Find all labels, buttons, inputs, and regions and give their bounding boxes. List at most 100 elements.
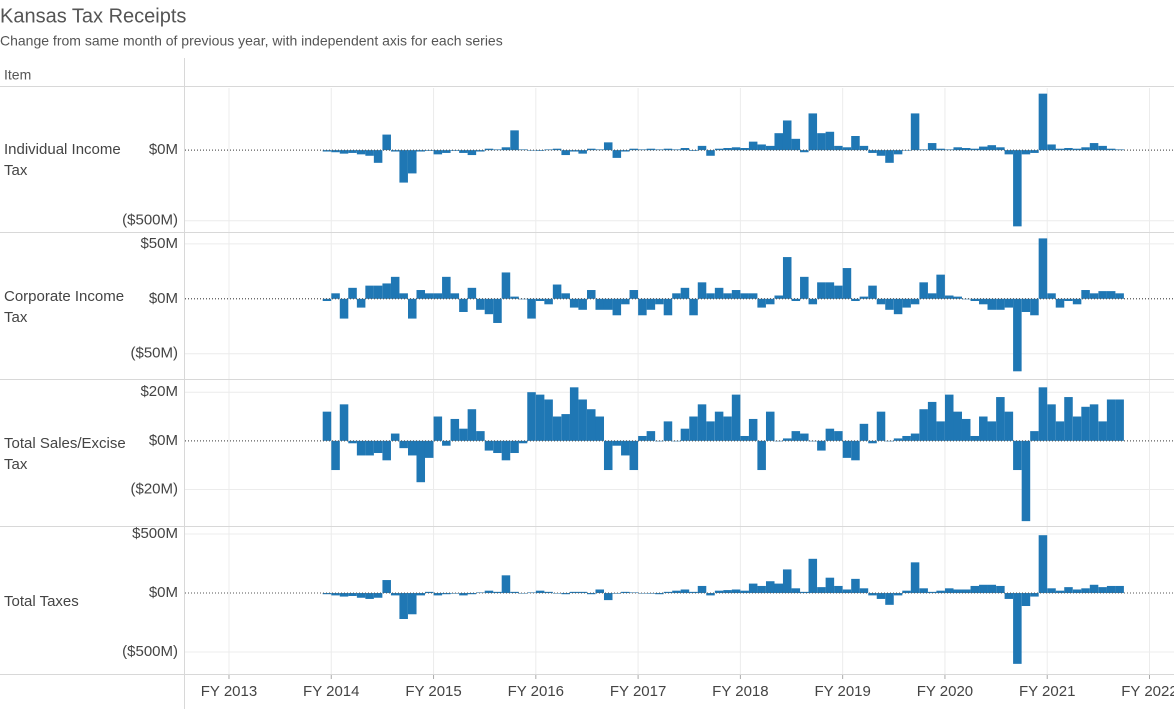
bar — [1055, 298, 1065, 308]
bar — [936, 274, 945, 299]
y-tick-label: $0M — [149, 141, 178, 158]
bar — [433, 593, 443, 596]
bar — [927, 293, 937, 299]
bar — [450, 418, 460, 441]
bar — [876, 150, 886, 156]
bar — [876, 411, 886, 441]
bar — [731, 394, 741, 441]
bar — [1013, 150, 1022, 227]
bar — [356, 593, 366, 598]
bar — [527, 392, 536, 441]
bar — [501, 272, 511, 299]
bar — [1038, 93, 1048, 151]
bar — [979, 298, 988, 305]
bar — [672, 590, 681, 594]
bar — [782, 257, 792, 299]
bar — [365, 440, 374, 456]
bar — [1013, 298, 1022, 372]
bar — [774, 295, 783, 299]
bar — [714, 148, 724, 151]
bar — [800, 591, 809, 594]
bar — [740, 435, 749, 441]
bar — [1072, 589, 1082, 594]
bar — [356, 440, 366, 456]
bar — [493, 440, 502, 454]
bar — [552, 148, 562, 151]
bar — [544, 399, 553, 441]
bar — [501, 575, 511, 594]
bar — [621, 298, 630, 305]
bar — [1030, 593, 1039, 597]
bar — [373, 593, 383, 598]
bar — [467, 409, 477, 441]
bar — [859, 145, 869, 151]
bar — [851, 136, 860, 151]
bar — [1115, 399, 1124, 441]
bar — [842, 147, 852, 151]
bar — [817, 587, 826, 594]
bar — [782, 438, 792, 441]
bar — [927, 143, 937, 151]
bar — [1089, 584, 1099, 594]
bar — [1055, 421, 1065, 441]
bar — [1030, 150, 1039, 153]
bar — [612, 440, 622, 446]
bar — [859, 296, 869, 299]
bar — [1064, 587, 1073, 594]
bar — [765, 145, 775, 151]
bar — [961, 589, 971, 594]
bar — [996, 147, 1005, 151]
bar — [697, 145, 707, 151]
bar — [953, 411, 962, 441]
bar — [748, 418, 758, 441]
bar — [808, 558, 818, 594]
bar — [1004, 150, 1014, 155]
bar — [424, 591, 434, 594]
x-tick-label: FY 2021 — [1019, 683, 1075, 700]
bar — [612, 298, 622, 316]
bar — [893, 150, 903, 155]
x-tick-label: FY 2013 — [201, 683, 257, 700]
bar — [450, 150, 460, 151]
bar — [544, 591, 553, 594]
bar — [936, 421, 945, 441]
bar — [919, 282, 928, 299]
x-tick-label: FY 2022 — [1121, 683, 1174, 700]
bar — [459, 428, 468, 441]
bar — [450, 293, 460, 299]
bar — [382, 283, 391, 299]
y-tick-label: $0M — [149, 584, 178, 601]
row-label: Individual Income Tax — [4, 141, 121, 179]
bar — [774, 440, 783, 442]
bar — [527, 298, 536, 319]
bar — [1038, 535, 1048, 594]
bar — [638, 149, 647, 151]
bar — [331, 150, 340, 153]
bar — [910, 113, 920, 151]
bar — [944, 295, 954, 299]
bar — [910, 433, 920, 441]
bar — [339, 593, 349, 597]
bar — [765, 411, 775, 441]
y-tick-label: $20M — [140, 383, 178, 400]
bar — [953, 147, 962, 151]
bar — [442, 593, 451, 595]
bar — [646, 298, 656, 310]
bar — [902, 150, 911, 151]
bar — [868, 285, 877, 299]
bar — [706, 593, 715, 596]
bar — [1013, 593, 1022, 664]
bar — [638, 298, 647, 316]
bar — [476, 431, 485, 441]
row-header: Item — [4, 67, 31, 83]
bar — [1072, 416, 1082, 441]
bar — [1047, 144, 1056, 151]
bar — [885, 298, 894, 310]
bar — [834, 431, 843, 441]
bar — [1013, 440, 1022, 471]
bar — [842, 440, 852, 458]
bar — [527, 592, 536, 594]
bar — [399, 150, 408, 183]
bar — [501, 147, 511, 151]
bar — [424, 293, 434, 299]
